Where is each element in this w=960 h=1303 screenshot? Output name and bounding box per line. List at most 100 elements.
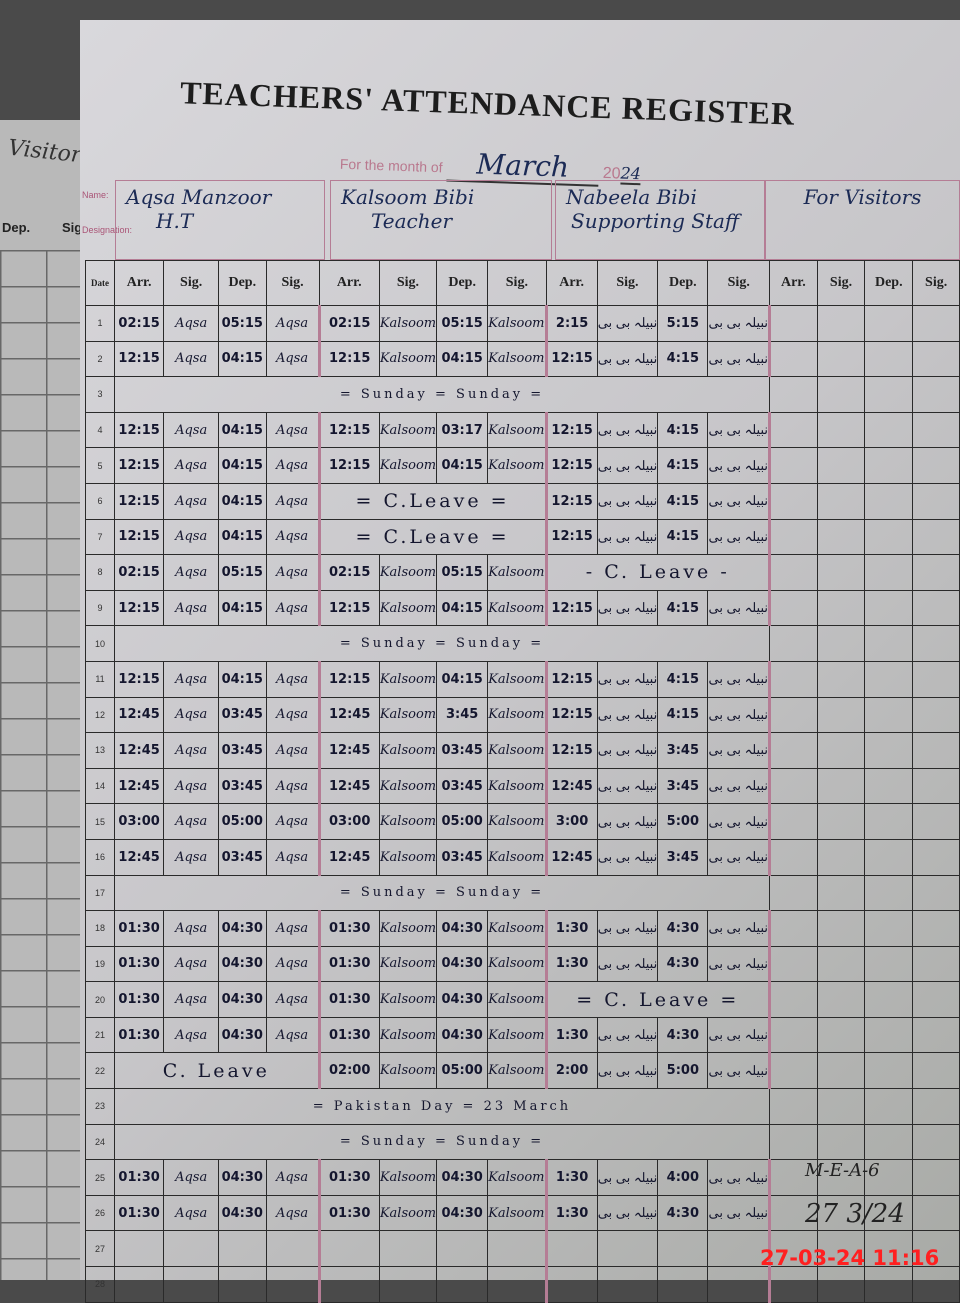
departure-time: 4:30 — [657, 1194, 709, 1232]
departure-signature: Aqsa — [265, 305, 321, 342]
empty-cell — [265, 1230, 321, 1268]
departure-signature: Aqsa — [265, 1159, 321, 1196]
table-row: 21 01:30 Aqsa 04:30 Aqsa 01:30 Kalsoom 04:30 Kal… — [85, 1016, 960, 1054]
departure-signature: Kalsoom — [487, 1194, 548, 1232]
departure-time: 4:30 — [657, 945, 709, 983]
left-page-grid — [0, 250, 92, 1280]
departure-signature: Aqsa — [265, 981, 321, 1018]
departure-time: 3:45 — [657, 732, 709, 769]
arrival-signature: Kalsoom — [378, 447, 438, 484]
arrival-signature: نبیلہ بی بی — [596, 803, 659, 840]
empty-cell — [769, 1230, 818, 1268]
arrival-signature: Kalsoom — [378, 945, 438, 983]
staff-header-4: For Visitors — [765, 180, 960, 260]
departure-time: 4:15 — [657, 589, 709, 627]
row-date: 28 — [85, 1266, 115, 1303]
arrival-signature: Kalsoom — [378, 1194, 438, 1232]
col-arr: Arr. — [769, 260, 818, 306]
departure-time: 04:15 — [218, 518, 267, 556]
arrival-signature: نبیلہ بی بی — [596, 660, 659, 698]
col-sig: Sig. — [378, 260, 438, 306]
departure-time: 04:30 — [218, 1159, 267, 1196]
row-note: = Sunday = Sunday = — [113, 376, 771, 413]
arrival-signature: Aqsa — [163, 1159, 220, 1196]
departure-time: 04:30 — [218, 1016, 267, 1054]
departure-time: 03:45 — [436, 838, 489, 876]
arrival-time: 12:15 — [113, 589, 165, 627]
table-row: 11 12:15 Aqsa 04:15 Aqsa 12:15 Kalsoom 04:15 Kal… — [85, 660, 960, 698]
arrival-signature: Aqsa — [163, 1194, 220, 1232]
departure-time: 03:45 — [218, 838, 267, 876]
row-date: 24 — [85, 1123, 115, 1161]
arrival-signature: Kalsoom — [378, 767, 438, 805]
departure-time: 4:30 — [657, 1016, 709, 1054]
departure-time: 05:00 — [436, 803, 489, 840]
arrival-time: 01:30 — [113, 1016, 165, 1054]
table-row: 15 03:00 Aqsa 05:00 Aqsa 03:00 Kalsoom 05:00 Kal… — [85, 803, 960, 840]
row-note: = Sunday = Sunday = — [113, 874, 771, 912]
table-row: 5 12:15 Aqsa 04:15 Aqsa 12:15 Kalsoom 04:15 Kals… — [85, 447, 960, 484]
arrival-time: 12:15 — [318, 411, 380, 449]
empty-cell — [657, 1230, 709, 1268]
departure-signature: نبیلہ بی بی — [707, 305, 771, 342]
empty-cell — [378, 1266, 438, 1303]
departure-time: 04:15 — [436, 340, 489, 378]
arrival-signature: Kalsoom — [378, 838, 438, 876]
departure-time: 04:15 — [436, 447, 489, 484]
departure-time: 4:15 — [657, 660, 709, 698]
departure-signature: Kalsoom — [487, 660, 548, 698]
empty-cell — [864, 1266, 914, 1303]
departure-time: 4:15 — [657, 696, 709, 734]
departure-signature: Kalsoom — [487, 696, 548, 734]
table-row: 7 12:15 Aqsa 04:15 Aqsa = C.Leave = 12:15 نبیلہ… — [85, 518, 960, 556]
arrival-signature: نبیلہ بی بی — [596, 305, 659, 342]
table-row: 24 = Sunday = Sunday = — [85, 1123, 960, 1161]
arrival-time: 12:15 — [113, 482, 165, 520]
staff-name: Kalsoom Bibi — [341, 185, 475, 209]
col-dep: Dep. — [657, 260, 709, 306]
photo-timestamp: 27-03-24 11:16 — [760, 1246, 940, 1270]
table-row: 22 C. Leave 02:00 Kalsoom 05:00 Kalsoom 2:00 نب… — [85, 1052, 960, 1090]
departure-signature: Kalsoom — [487, 1159, 548, 1196]
row-date: 11 — [85, 660, 115, 698]
row-date: 15 — [85, 803, 115, 840]
departure-time: 05:15 — [218, 305, 267, 342]
cell-note: = C.Leave = — [318, 482, 548, 520]
arrival-time: 12:15 — [545, 411, 598, 449]
departure-time: 3:45 — [657, 838, 709, 876]
arrival-time: 12:15 — [545, 340, 598, 378]
col-sig: Sig. — [265, 260, 320, 306]
departure-signature: نبیلہ بی بی — [707, 660, 771, 698]
departure-time: 5:15 — [657, 305, 709, 342]
table-row: 14 12:45 Aqsa 03:45 Aqsa 12:45 Kalsoom 03:45 Kal… — [85, 767, 960, 805]
departure-time: 04:30 — [436, 981, 489, 1018]
departure-time: 4:15 — [657, 447, 709, 484]
col-dep: Dep. — [864, 260, 914, 306]
arrival-signature: Kalsoom — [378, 305, 438, 342]
arrival-time: 12:15 — [545, 589, 598, 627]
arrival-signature: نبیلہ بی بی — [596, 411, 659, 449]
arrival-time: 12:45 — [318, 838, 380, 876]
departure-time: 04:15 — [218, 589, 267, 627]
departure-time: 04:15 — [218, 660, 267, 698]
departure-time: 04:30 — [436, 1016, 489, 1054]
departure-signature: Kalsoom — [487, 447, 548, 484]
arrival-signature: Aqsa — [163, 305, 220, 342]
arrival-time: 03:00 — [318, 803, 380, 840]
departure-signature: Aqsa — [265, 838, 321, 876]
arrival-signature: Aqsa — [163, 589, 220, 627]
arrival-signature: نبیلہ بی بی — [596, 1194, 659, 1232]
empty-cell — [318, 1230, 380, 1268]
arrival-time: 02:15 — [113, 305, 165, 342]
row-date: 19 — [85, 945, 115, 983]
arrival-time: 1:30 — [545, 1159, 598, 1196]
arrival-signature: Kalsoom — [378, 1016, 438, 1054]
arrival-signature: نبیلہ بی بی — [596, 1052, 659, 1090]
departure-signature: نبیلہ بی بی — [707, 1194, 771, 1232]
arrival-signature: Aqsa — [163, 482, 220, 520]
staff-name: Nabeela Bibi — [566, 185, 697, 209]
empty-cell — [816, 1230, 866, 1268]
departure-time: 04:15 — [218, 411, 267, 449]
arrival-signature: نبیلہ بی بی — [596, 732, 659, 769]
arrival-signature: نبیلہ بی بی — [596, 589, 659, 627]
